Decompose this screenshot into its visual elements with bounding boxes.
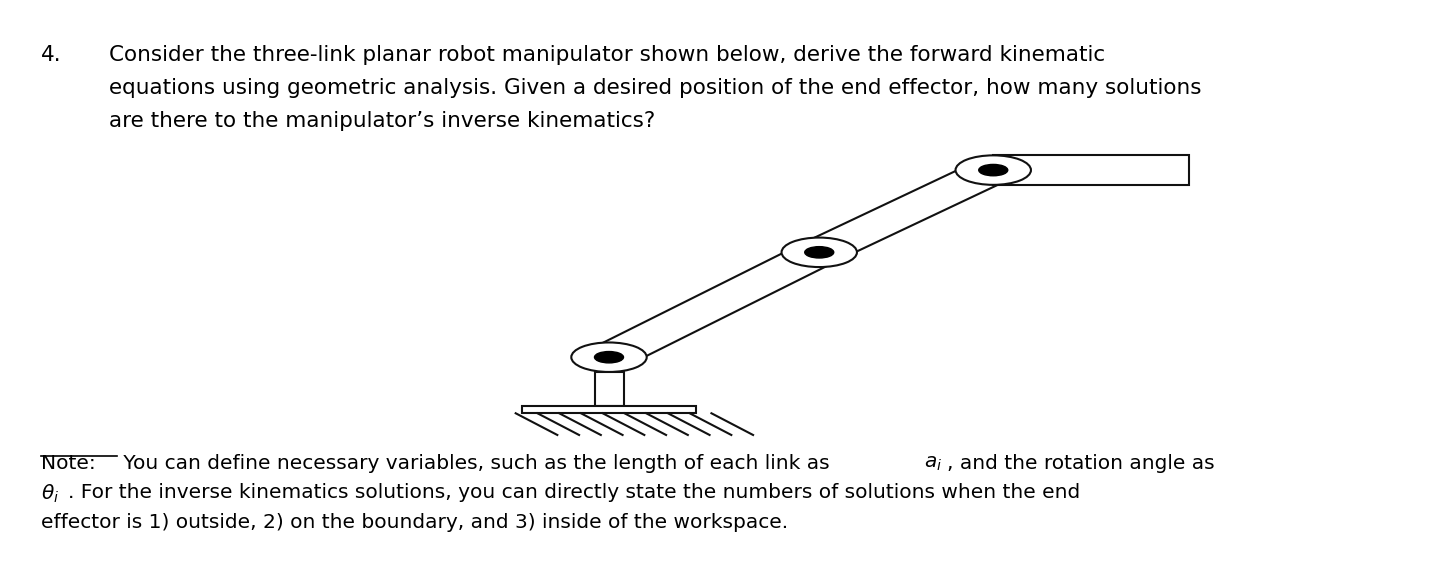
Text: $\theta_i$: $\theta_i$ xyxy=(41,483,59,505)
Text: effector is 1) outside, 2) on the boundary, and 3) inside of the workspace.: effector is 1) outside, 2) on the bounda… xyxy=(41,513,787,532)
Circle shape xyxy=(805,247,834,258)
Text: Consider the three-link planar robot manipulator shown below, derive the forward: Consider the three-link planar robot man… xyxy=(109,45,1105,65)
Text: You can define necessary variables, such as the length of each link as: You can define necessary variables, such… xyxy=(117,454,837,473)
Text: 4.: 4. xyxy=(41,45,61,65)
Text: Note:: Note: xyxy=(41,454,96,473)
FancyBboxPatch shape xyxy=(522,406,696,413)
Polygon shape xyxy=(798,163,1015,259)
Circle shape xyxy=(571,342,647,372)
Circle shape xyxy=(594,352,624,363)
Text: equations using geometric analysis. Given a desired position of the end effector: equations using geometric analysis. Give… xyxy=(109,78,1201,98)
Text: . For the inverse kinematics solutions, you can directly state the numbers of so: . For the inverse kinematics solutions, … xyxy=(68,483,1080,502)
Text: , and the rotation angle as: , and the rotation angle as xyxy=(947,454,1215,473)
Text: are there to the manipulator’s inverse kinematics?: are there to the manipulator’s inverse k… xyxy=(109,111,655,131)
Text: $a_i$: $a_i$ xyxy=(924,454,942,473)
Circle shape xyxy=(782,238,857,267)
Polygon shape xyxy=(587,246,841,364)
FancyBboxPatch shape xyxy=(993,155,1189,185)
Circle shape xyxy=(956,155,1031,185)
FancyBboxPatch shape xyxy=(594,372,624,406)
Circle shape xyxy=(979,164,1008,176)
